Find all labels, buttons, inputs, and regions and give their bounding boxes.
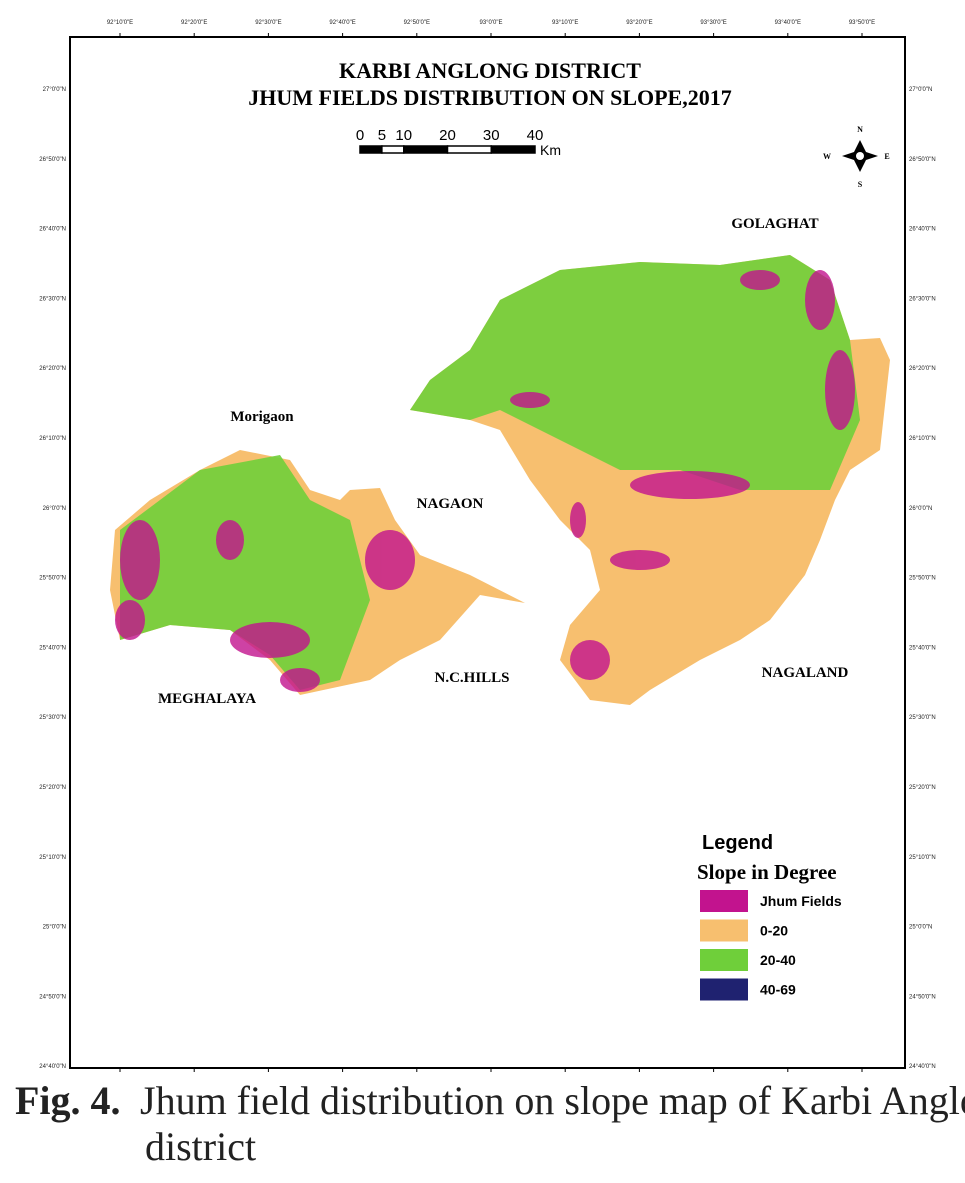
longitude-label: 93°50'0"E: [849, 20, 875, 26]
latitude-label: 26°10'0"N: [909, 436, 936, 442]
regions: [110, 255, 890, 705]
longitude-label: 92°10'0"E: [107, 20, 133, 26]
scale-label: 30: [483, 127, 500, 144]
place-label: Morigaon: [230, 409, 294, 425]
legend: Legend Slope in Degree Jhum Fields 0-20 20-4…: [697, 832, 842, 1001]
latitude-label: 26°10'0"N: [39, 436, 66, 442]
scale-label: 5: [378, 127, 386, 144]
place-label: N.C.HILLS: [434, 670, 509, 686]
scale-segment: [490, 145, 536, 154]
compass-center: [856, 152, 864, 160]
latitude-label: 26°30'0"N: [909, 296, 936, 302]
caption-label: Fig. 4.: [15, 1078, 121, 1123]
place-label: GOLAGHAT: [731, 216, 818, 232]
latitude-label: 25°10'0"N: [39, 855, 66, 861]
latitude-label: 24°50'0"N: [909, 994, 936, 1000]
latitude-label: 26°0'0"N: [909, 506, 932, 512]
latitude-label: 25°20'0"N: [909, 785, 936, 791]
latitude-label: 27°0'0"N: [909, 87, 932, 93]
longitude-label: 92°40'0"E: [329, 20, 355, 26]
latitude-label: 24°40'0"N: [39, 1064, 66, 1070]
title-line: JHUM FIELDS DISTRIBUTION ON SLOPE,2017: [248, 85, 731, 110]
latitude-label: 26°40'0"N: [39, 227, 66, 233]
scale-segment: [359, 145, 383, 154]
scale-segment: [403, 145, 449, 154]
latitude-label: 26°20'0"N: [39, 366, 66, 372]
legend-label: Jhum Fields: [760, 893, 842, 909]
scale-segment: [381, 145, 405, 154]
longitude-label: 92°50'0"E: [404, 20, 430, 26]
longitude-label: 92°20'0"E: [181, 20, 207, 26]
latitude-label: 24°50'0"N: [39, 994, 66, 1000]
place-label: MEGHALAYA: [158, 691, 256, 707]
latitude-label: 25°0'0"N: [43, 925, 66, 931]
place-label: NAGAON: [417, 496, 484, 512]
latitude-label: 25°30'0"N: [909, 715, 936, 721]
latitude-label: 26°20'0"N: [909, 366, 936, 372]
scale-segment: [446, 145, 492, 154]
compass-s: S: [858, 180, 863, 189]
longitude-label: 93°30'0"E: [700, 20, 726, 26]
latitude-label: 25°40'0"N: [909, 645, 936, 651]
longitude-label: 93°40'0"E: [775, 20, 801, 26]
scale-unit: Km: [540, 142, 561, 158]
legend-swatch: [700, 890, 748, 912]
compass: N S E W: [823, 125, 890, 189]
latitude-label: 25°0'0"N: [909, 925, 932, 931]
legend-swatch: [700, 949, 748, 971]
longitude-label: 93°10'0"E: [552, 20, 578, 26]
latitude-label: 25°10'0"N: [909, 855, 936, 861]
legend-label: 20-40: [760, 952, 796, 968]
legend-title: Legend: [702, 832, 773, 854]
caption-text: Jhum field distribution on slope map of …: [140, 1078, 965, 1169]
scale-label: 0: [356, 127, 364, 144]
title-line: KARBI ANGLONG DISTRICT: [339, 58, 641, 83]
scale-label: 20: [439, 127, 456, 144]
map-frame: [69, 36, 906, 1069]
latitude-label: 26°50'0"N: [909, 157, 936, 163]
latitude-label: 26°40'0"N: [909, 227, 936, 233]
place-label: NAGALAND: [762, 665, 849, 681]
latitude-label: 25°20'0"N: [39, 785, 66, 791]
latitude-label: 26°30'0"N: [39, 296, 66, 302]
compass-n: N: [857, 125, 863, 134]
caption: Fig. 4. Jhum field distribution on slope …: [15, 1078, 965, 1170]
latitude-label: 25°40'0"N: [39, 645, 66, 651]
latitude-label: 24°40'0"N: [909, 1064, 936, 1070]
legend-label: 40-69: [760, 982, 796, 998]
east-slope-patch: [410, 255, 860, 490]
latitude-label: 25°50'0"N: [909, 576, 936, 582]
legend-swatch: [700, 919, 748, 942]
legend-swatch: [700, 978, 748, 1001]
compass-w: W: [823, 152, 831, 161]
legend-label: 0-20: [760, 923, 788, 939]
latitude-label: 25°50'0"N: [39, 576, 66, 582]
latitude-label: 25°30'0"N: [39, 715, 66, 721]
scale-label: 40: [527, 127, 544, 144]
jhum-patches: [115, 270, 855, 692]
west-slope-patch: [120, 455, 370, 690]
compass-e: E: [884, 152, 889, 161]
latitude-label: 26°50'0"N: [39, 157, 66, 163]
scale-label: 10: [395, 127, 412, 144]
longitude-label: 93°20'0"E: [626, 20, 652, 26]
place-labels: GOLAGHAT Morigaon NAGAON N.C.HILLS MEGHALAYA…: [158, 216, 849, 707]
latitude-label: 27°0'0"N: [43, 87, 66, 93]
latitude-label: 26°0'0"N: [43, 506, 66, 512]
longitude-label: 92°30'0"E: [255, 20, 281, 26]
longitude-label: 93°0'0"E: [479, 20, 502, 26]
legend-subtitle: Slope in Degree: [697, 860, 837, 884]
